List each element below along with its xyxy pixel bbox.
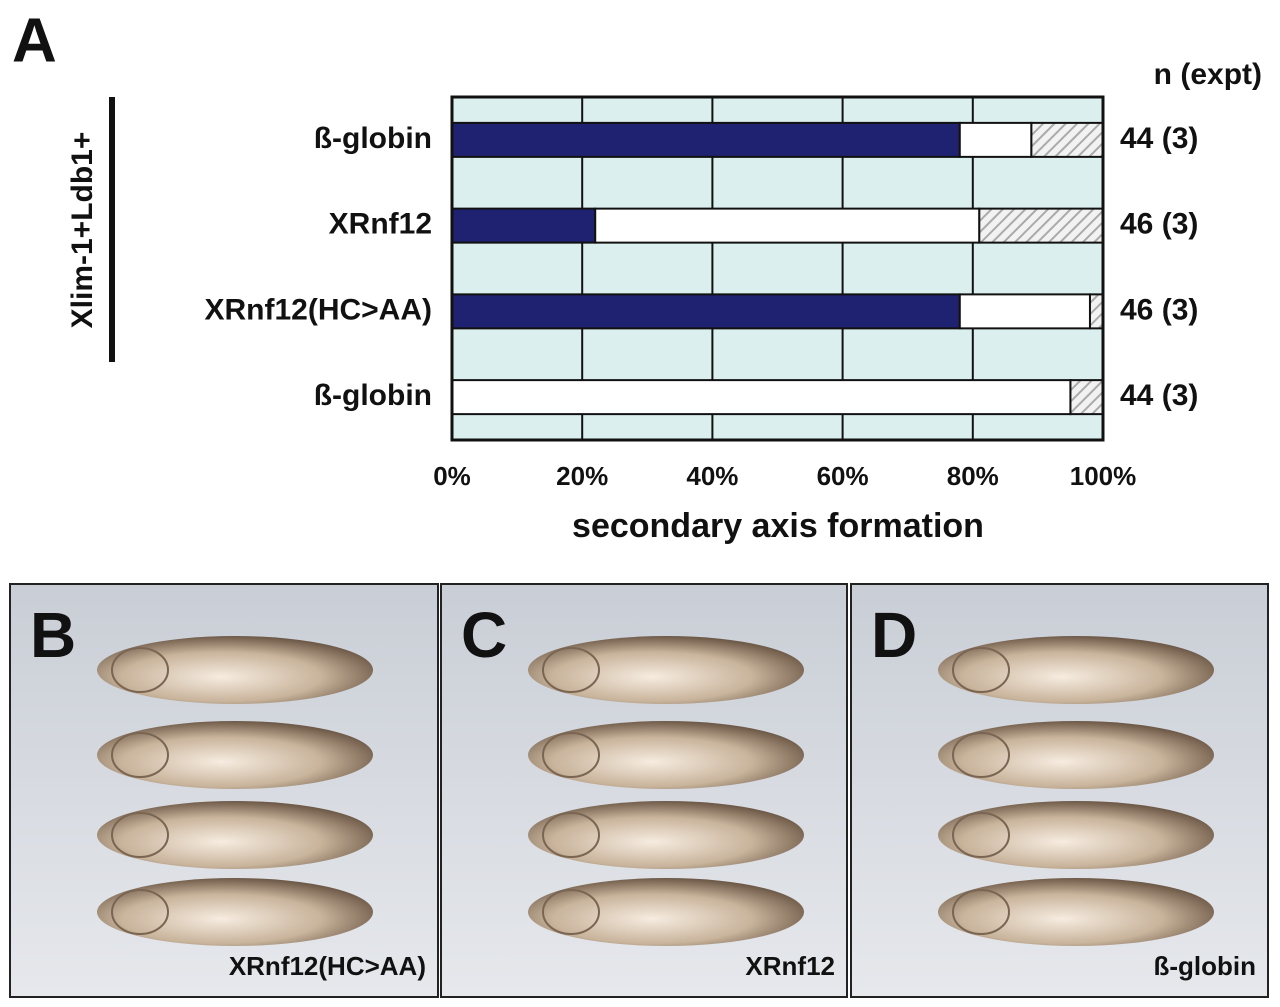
y-tick-label: XRnf12(HC>AA) bbox=[204, 293, 432, 326]
bar-segment bbox=[451, 293, 961, 330]
bar-segment bbox=[978, 207, 1104, 244]
embryo-head bbox=[952, 889, 1010, 935]
bar-segment bbox=[451, 207, 597, 244]
embryo bbox=[528, 636, 804, 704]
embryo bbox=[97, 878, 373, 946]
x-tick-label: 0% bbox=[433, 461, 471, 491]
embryo bbox=[938, 721, 1214, 789]
bar-segment bbox=[1088, 293, 1104, 330]
group-bar bbox=[109, 97, 115, 362]
embryo bbox=[97, 721, 373, 789]
y-tick-label: XRnf12 bbox=[329, 208, 432, 241]
embryo-head bbox=[952, 812, 1010, 858]
embryo-head bbox=[111, 889, 169, 935]
embryo bbox=[938, 878, 1214, 946]
embryo bbox=[528, 878, 804, 946]
x-tick-label: 60% bbox=[817, 461, 869, 491]
embryo-head bbox=[111, 732, 169, 778]
n-label: 46 (3) bbox=[1120, 208, 1198, 241]
panel-letter: B bbox=[30, 599, 76, 671]
y-tick-label: ß-globin bbox=[314, 379, 432, 412]
bar-segment bbox=[451, 121, 961, 158]
x-tick-label: 20% bbox=[556, 461, 608, 491]
embryo bbox=[938, 636, 1214, 704]
plot-border bbox=[450, 95, 1105, 442]
n-label: 46 (3) bbox=[1120, 293, 1198, 326]
bar-segment bbox=[594, 207, 981, 244]
embryo bbox=[97, 636, 373, 704]
bar-segment bbox=[958, 293, 1091, 330]
embryo-head bbox=[111, 812, 169, 858]
embryo bbox=[528, 721, 804, 789]
x-tick-label: 100% bbox=[1070, 461, 1137, 491]
panel-letter: D bbox=[871, 599, 917, 671]
panel-caption: ß-globin bbox=[1153, 951, 1256, 981]
n-label: 44 (3) bbox=[1120, 379, 1198, 412]
bar-segment bbox=[958, 121, 1033, 158]
bar-segment bbox=[1069, 379, 1104, 416]
embryo-head bbox=[542, 889, 600, 935]
embryo-head bbox=[542, 732, 600, 778]
group-label: Xlim-1+Ldb1+ bbox=[66, 132, 99, 329]
n-label: 44 (3) bbox=[1120, 122, 1198, 155]
embryo-head bbox=[952, 647, 1010, 693]
embryo-head bbox=[542, 812, 600, 858]
x-tick-label: 80% bbox=[947, 461, 999, 491]
panel-letter: A bbox=[12, 6, 57, 75]
embryo bbox=[528, 801, 804, 869]
embryo-head bbox=[111, 647, 169, 693]
y-tick-label: ß-globin bbox=[314, 122, 432, 155]
panel-caption: XRnf12(HC>AA) bbox=[229, 951, 426, 981]
embryo bbox=[97, 801, 373, 869]
bar-segment bbox=[1030, 121, 1105, 158]
embryo-head bbox=[952, 732, 1010, 778]
embryo-head bbox=[542, 647, 600, 693]
embryo bbox=[938, 801, 1214, 869]
bar-segment bbox=[451, 379, 1072, 416]
panel-letter: C bbox=[461, 599, 507, 671]
panel-caption: XRnf12 bbox=[745, 951, 835, 981]
x-axis-label: secondary axis formation bbox=[572, 507, 984, 545]
x-tick-label: 40% bbox=[686, 461, 738, 491]
n-header: n (expt) bbox=[1154, 58, 1262, 91]
